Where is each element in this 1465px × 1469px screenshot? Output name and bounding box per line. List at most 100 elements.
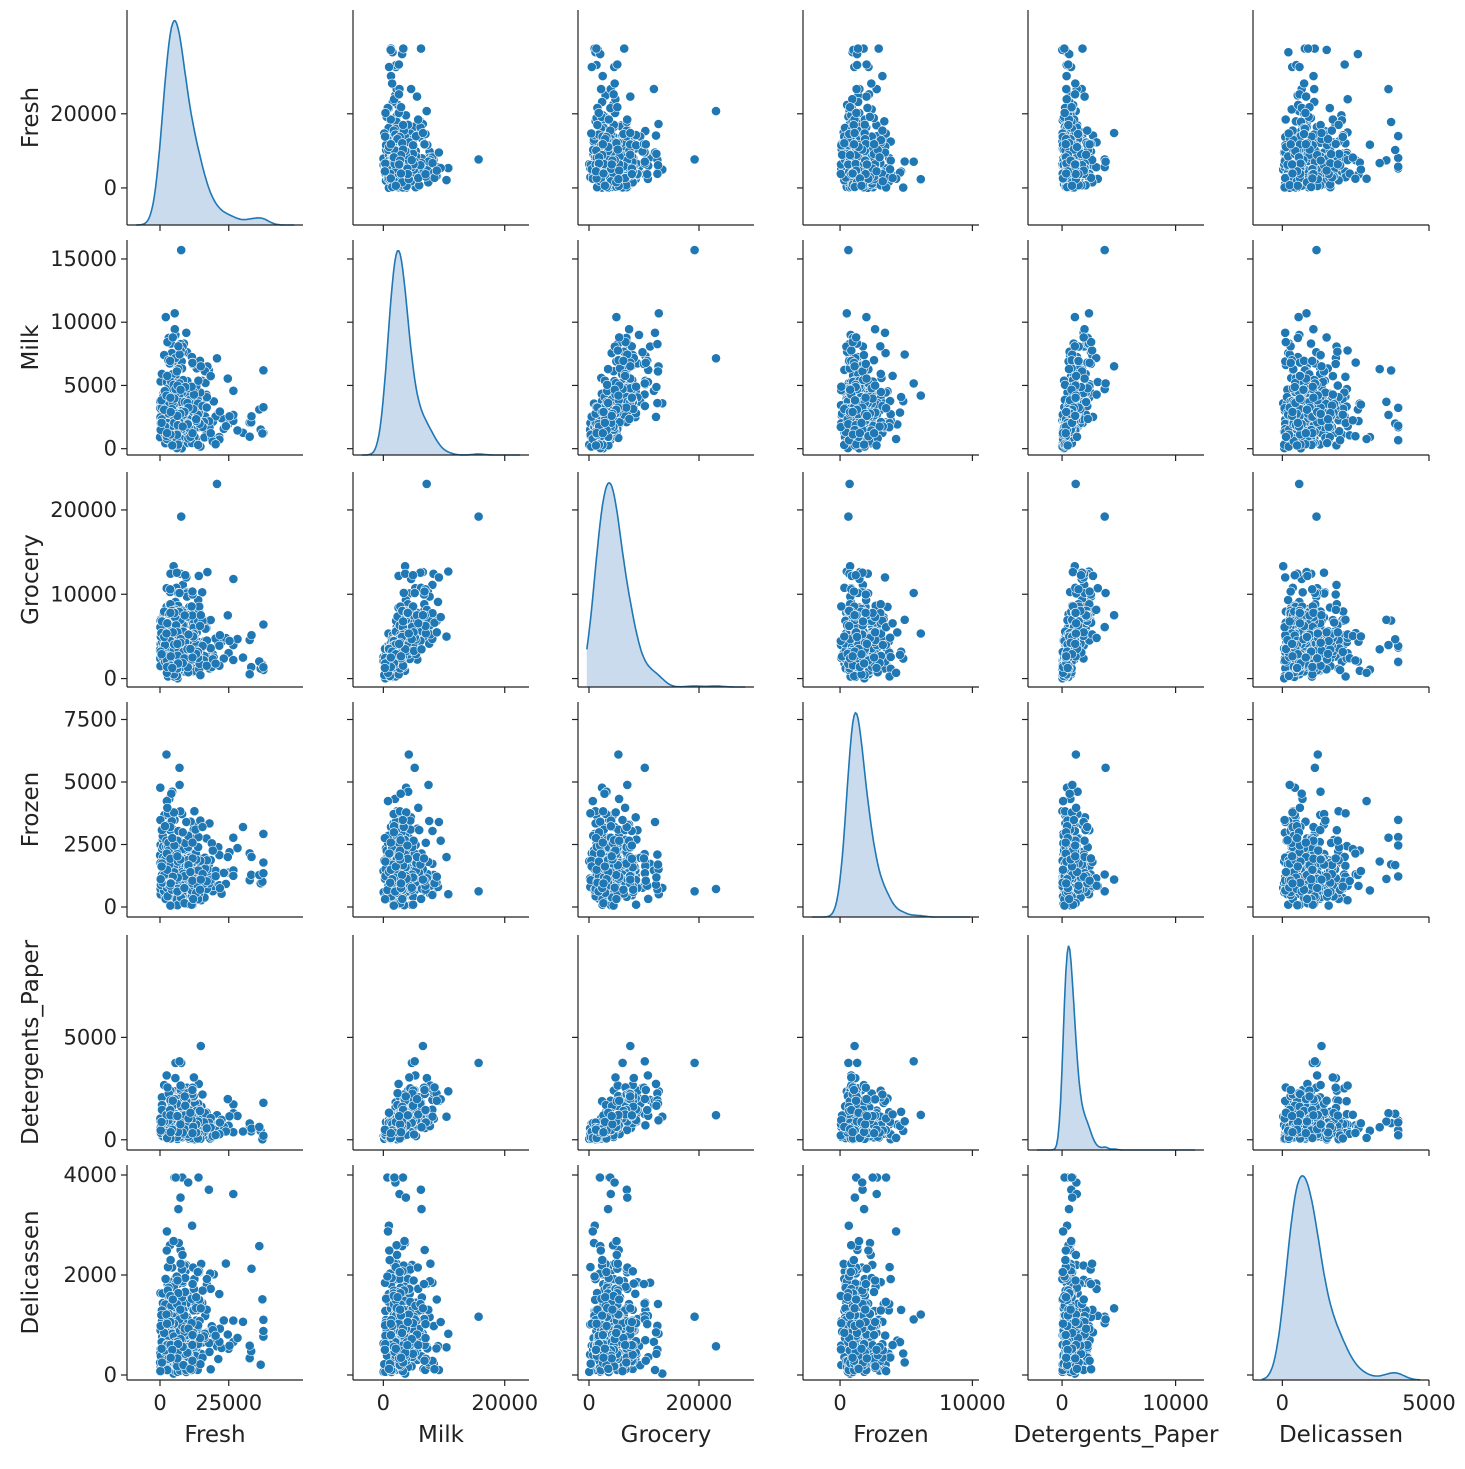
scatter-point <box>613 60 622 69</box>
scatter-point <box>850 362 859 371</box>
y-tick-label: 15000 <box>50 247 117 271</box>
scatter-point <box>870 140 879 149</box>
scatter-point <box>168 333 177 342</box>
scatter-point <box>1070 342 1079 351</box>
scatter-point <box>175 588 184 597</box>
scatter-point <box>837 382 846 391</box>
scatter-point <box>1307 182 1316 191</box>
scatter-point <box>861 393 870 402</box>
scatter-point <box>163 371 172 380</box>
scatter-point <box>259 663 268 672</box>
scatter-point <box>916 391 925 400</box>
scatter-point <box>195 621 204 630</box>
scatter-point <box>175 350 184 359</box>
scatter-point <box>166 608 175 617</box>
scatter-point <box>862 313 871 322</box>
scatter-point <box>1299 356 1308 365</box>
scatter-point <box>196 671 205 680</box>
scatter-point <box>1071 90 1080 99</box>
scatter-point <box>1375 365 1384 374</box>
scatter-point <box>194 571 203 580</box>
scatter-point <box>194 440 203 449</box>
scatter-point <box>1375 159 1384 168</box>
scatter-point <box>206 615 215 624</box>
scatter-point <box>181 571 190 580</box>
scatter-point <box>892 434 901 443</box>
scatter-point <box>711 107 720 116</box>
scatter-point <box>653 169 662 178</box>
scatter-point <box>203 568 212 577</box>
scatter-point <box>1092 390 1101 399</box>
scatter-point <box>1308 356 1317 365</box>
scatter-point <box>1064 365 1073 374</box>
scatter-point <box>640 401 649 410</box>
scatter-point <box>474 155 483 164</box>
scatter-point <box>1304 44 1313 53</box>
scatter-point <box>215 407 224 416</box>
scatter-point <box>587 62 596 71</box>
scatter-point <box>634 330 643 339</box>
kde-fill-milk <box>362 251 520 455</box>
scatter-point <box>1309 393 1318 402</box>
scatter-point <box>412 92 421 101</box>
scatter-point <box>650 328 659 337</box>
scatter-point <box>394 60 403 69</box>
scatter-point <box>1061 429 1070 438</box>
scatter-point <box>1351 358 1360 367</box>
scatter-point <box>651 412 660 421</box>
scatter-point <box>1082 150 1091 159</box>
scatter-point <box>882 404 891 413</box>
scatter-point <box>652 149 661 158</box>
scatter-point <box>852 85 861 94</box>
scatter-point <box>1085 140 1094 149</box>
scatter-point <box>173 639 182 648</box>
scatter-point <box>1316 409 1325 418</box>
scatter-point <box>184 630 193 639</box>
scatter-point <box>653 340 662 349</box>
scatter-point <box>1316 156 1325 165</box>
scatter-point <box>212 479 221 488</box>
scatter-point <box>850 128 859 137</box>
scatter-point <box>872 167 881 176</box>
scatter-point <box>1353 50 1362 59</box>
scatter-point <box>202 403 211 412</box>
scatter-point <box>188 358 197 367</box>
scatter-point <box>860 440 869 449</box>
scatter-point <box>604 115 613 124</box>
scatter-point <box>1281 328 1290 337</box>
scatter-point <box>1333 381 1342 390</box>
scatter-point <box>229 574 238 583</box>
scatter-point <box>651 131 660 140</box>
scatter-point <box>1299 129 1308 138</box>
scatter-point <box>1286 358 1295 367</box>
scatter-point <box>1343 346 1352 355</box>
scatter-point <box>245 432 254 441</box>
scatter-point <box>895 408 904 417</box>
scatter-point <box>1284 48 1293 57</box>
scatter-point <box>233 635 242 644</box>
panel-fresh-vs-grocery <box>572 10 754 231</box>
scatter-point <box>1394 403 1403 412</box>
scatter-point <box>259 620 268 629</box>
scatter-point <box>1333 160 1342 169</box>
scatter-point <box>842 309 851 318</box>
scatter-point <box>1295 62 1304 71</box>
scatter-point <box>1070 313 1079 322</box>
scatter-point <box>909 157 918 166</box>
scatter-point <box>865 112 874 121</box>
scatter-point <box>1284 129 1293 138</box>
scatter-point <box>172 568 181 577</box>
scatter-point <box>1293 333 1302 342</box>
scatter-point <box>1327 126 1336 135</box>
scatter-point <box>421 170 430 179</box>
scatter-point <box>1286 140 1295 149</box>
scatter-point <box>388 79 397 88</box>
scatter-point <box>1382 397 1391 406</box>
scatter-point <box>1351 432 1360 441</box>
scatter-point <box>407 84 416 93</box>
scatter-point <box>1306 339 1315 348</box>
scatter-point <box>1062 72 1071 81</box>
